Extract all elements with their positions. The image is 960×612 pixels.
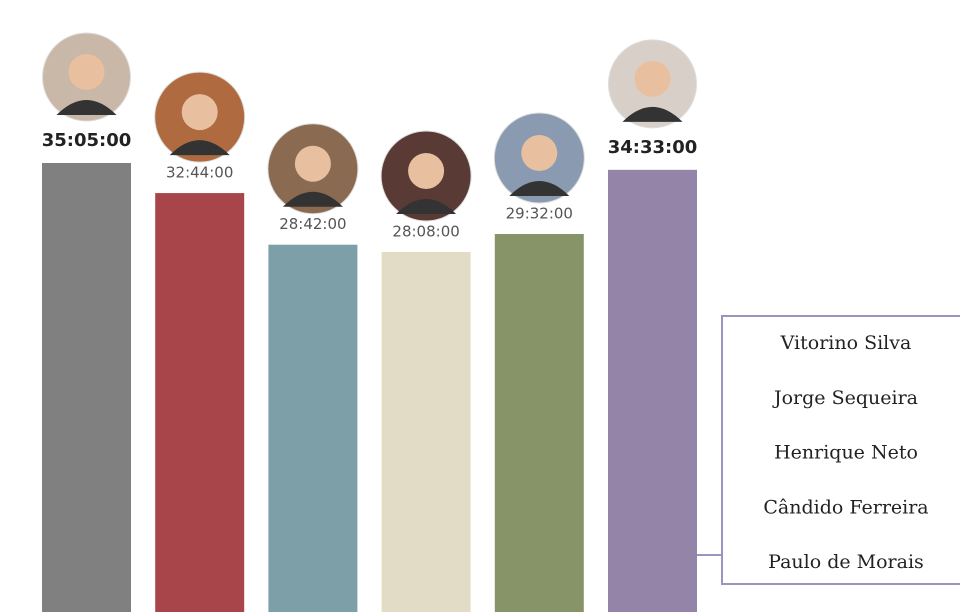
bar bbox=[495, 234, 584, 612]
value-label: 32:44:00 bbox=[166, 164, 233, 182]
value-label: 29:32:00 bbox=[506, 205, 573, 223]
photo-face bbox=[69, 54, 105, 90]
bar bbox=[608, 170, 697, 612]
value-label: 28:08:00 bbox=[392, 222, 459, 240]
chart: 35:05:00 32:44:00 28:42:00 28:08:00 29:32:00… bbox=[0, 0, 960, 612]
photo-face bbox=[295, 146, 331, 182]
page: {"chart_data": {"type": "bar", "categori… bbox=[0, 0, 960, 612]
photo-face bbox=[408, 153, 444, 189]
value-label: 28:42:00 bbox=[279, 215, 346, 233]
bar bbox=[268, 245, 357, 612]
callout-name: Paulo de Morais bbox=[768, 551, 924, 573]
bar bbox=[42, 163, 131, 612]
callout-name: Cândido Ferreira bbox=[763, 496, 928, 518]
bar bbox=[382, 252, 471, 612]
value-label: 34:33:00 bbox=[608, 137, 698, 158]
callout-name: Jorge Sequeira bbox=[772, 387, 918, 409]
photo-face bbox=[182, 94, 218, 130]
bar bbox=[155, 193, 244, 612]
callout-name: Vitorino Silva bbox=[780, 332, 912, 354]
callout-name: Henrique Neto bbox=[774, 442, 918, 464]
photo-face bbox=[521, 135, 557, 171]
photo-face bbox=[635, 61, 671, 97]
value-label: 35:05:00 bbox=[42, 130, 132, 151]
